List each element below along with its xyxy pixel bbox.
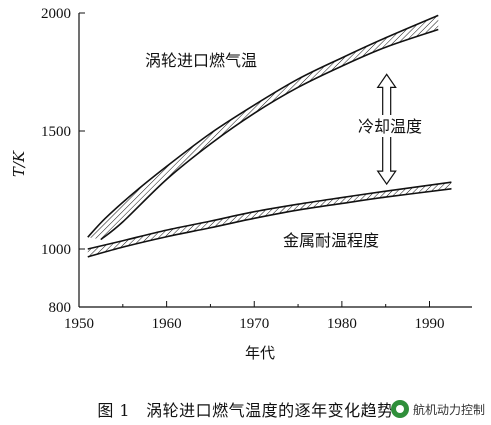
band-lower-line-2 <box>87 188 452 258</box>
band-upper-line-1 <box>87 14 439 238</box>
x-tick-label-1950: 1950 <box>64 316 94 332</box>
y-tick-label-800: 800 <box>49 300 72 316</box>
y-axis-title: T/K <box>10 150 28 177</box>
watermark: 航机动力控制 <box>390 398 485 420</box>
gas-temp-label: 涡轮进口燃气温 <box>145 51 257 70</box>
wechat-account-icon <box>390 400 409 418</box>
cooling-label-bg <box>357 115 427 137</box>
plot-area: 1950 1960 1970 1980 1990 800 1000 1500 2000 T/K… <box>10 6 472 362</box>
figure-caption: 图 1 涡轮进口燃气温度的逐年变化趋势 <box>0 393 491 425</box>
y-tick-label-1500: 1500 <box>41 124 71 140</box>
band-upper-line-2 <box>87 181 452 250</box>
watermark-text: 航机动力控制 <box>412 402 485 417</box>
x-tick-label-1960: 1960 <box>152 316 182 332</box>
band-fill-1 <box>87 15 439 240</box>
series-bands <box>87 14 452 258</box>
metal-temp-label: 金属耐温程度 <box>283 231 379 250</box>
x-tick-label-1970: 1970 <box>239 316 269 332</box>
band-lower-line-1 <box>100 28 439 241</box>
y-tick-label-2000: 2000 <box>41 6 71 22</box>
y-ticks: 800 1000 1500 2000 <box>41 6 85 316</box>
x-tick-label-1980: 1980 <box>327 316 357 332</box>
x-ticks: 1950 1960 1970 1980 1990 <box>64 301 445 332</box>
band-fill-2 <box>87 182 452 257</box>
figure-number: 图 1 <box>97 401 131 420</box>
cooling-label: 冷却温度 <box>358 117 422 136</box>
x-axis-title: 年代 <box>245 344 275 362</box>
figure-caption-text: 涡轮进口燃气温度的逐年变化趋势 <box>146 401 394 420</box>
y-tick-label-1000: 1000 <box>41 242 71 258</box>
x-tick-label-1990: 1990 <box>415 316 445 332</box>
